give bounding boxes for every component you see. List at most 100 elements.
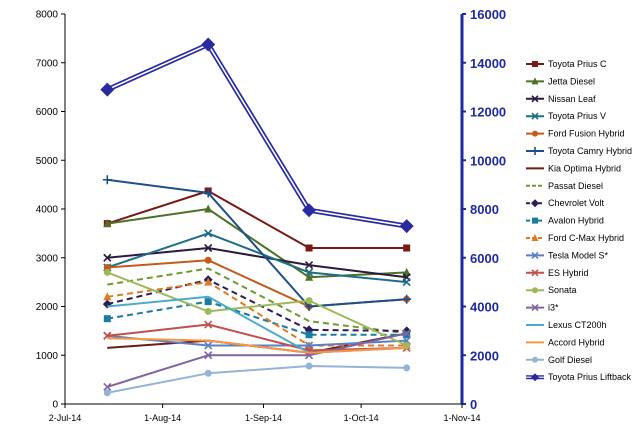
series-jetta-diesel (103, 204, 411, 281)
data-point (102, 299, 112, 309)
data-point (103, 389, 111, 397)
y-right-tick-label: 6000 (470, 251, 499, 266)
series-line (107, 178, 407, 308)
legend-marker (531, 112, 539, 120)
data-point (403, 364, 411, 372)
legend-marker (531, 373, 539, 382)
data-point (403, 331, 411, 339)
y-right-tick-label: 0 (470, 397, 477, 412)
series-passat-diesel (107, 267, 407, 335)
x-tick-label: 2-Jul-14 (49, 413, 82, 423)
y-left-tick-label: 6000 (36, 107, 59, 118)
data-point (402, 267, 411, 276)
data-point (305, 331, 313, 339)
series-line (107, 332, 407, 388)
y-right-tick-label: 14000 (470, 56, 506, 71)
data-point (403, 244, 411, 252)
legend-entry-es-hybrid: ES Hybrid (526, 268, 589, 278)
data-point (305, 272, 314, 281)
axes: 0 1000 2000 3000 4000 5000 6000 7000 8000 0 2000 40… (36, 7, 506, 423)
data-point (103, 382, 112, 392)
legend-label: Jetta Diesel (548, 76, 595, 86)
legend-label: i3* (548, 303, 559, 313)
data-point (399, 219, 414, 234)
series-accord-hybrid (107, 337, 407, 354)
legend-entry-sonata: Sonata (526, 285, 577, 295)
legend-entry-ford-fusion-hybrid: Ford Fusion Hybrid (526, 129, 625, 139)
series-line-outer (106, 41, 408, 229)
legend-label: Passat Diesel (548, 181, 603, 191)
legend-entry-kia-optima-hybrid: Kia Optima Hybrid (526, 163, 621, 173)
series-line (107, 247, 407, 279)
x-tick-label: 1-Nov-14 (443, 413, 480, 423)
data-point (204, 277, 213, 286)
legend-entry-avalon-hybrid: Avalon Hybrid (526, 216, 604, 226)
legend-entry-nissan-leaf: Nissan Leaf (526, 94, 596, 104)
data-point (305, 244, 313, 252)
legend-marker (531, 251, 539, 259)
legend-marker (531, 147, 539, 155)
legend-label: Toyota Prius Liftback (548, 372, 632, 382)
legend-marker (531, 77, 539, 85)
legend-label: Toyota Camry Hybrid (548, 146, 632, 156)
y-left-tick-label: 7000 (36, 58, 59, 69)
series-toyota-prius-liftback (100, 37, 414, 234)
legend-label: Ford Fusion Hybrid (548, 129, 625, 139)
legend-label: Kia Optima Hybrid (548, 163, 621, 173)
legend-marker (531, 199, 539, 208)
y-right-tick-label: 16000 (470, 7, 506, 22)
data-point (302, 203, 317, 218)
legend-entry-golf-diesel: Golf Diesel (526, 355, 592, 365)
data-point (103, 219, 112, 228)
data-point (402, 294, 412, 304)
legend-label: Avalon Hybrid (548, 216, 604, 226)
legend-label: Toyota Prius C (548, 59, 607, 69)
y-left-tick-label: 3000 (36, 253, 59, 264)
legend-entry-tesla-model-s: Tesla Model S* (526, 250, 609, 260)
legend-entry-jetta-diesel: Jetta Diesel (526, 76, 595, 86)
data-point (203, 188, 213, 198)
series-line (107, 208, 407, 279)
series-golf-diesel (103, 362, 411, 397)
series-toyota-camry-hybrid (102, 175, 412, 311)
y-right-tick-label: 12000 (470, 105, 506, 120)
data-point (204, 204, 213, 213)
series-line (107, 281, 407, 347)
legend-entry-toyota-prius-v: Toyota Prius V (526, 111, 606, 121)
data-point (305, 297, 313, 305)
legend-marker (531, 234, 539, 241)
data-point (103, 292, 112, 301)
legend-entry-toyota-camry-hybrid: Toyota Camry Hybrid (526, 146, 632, 156)
series-tesla-model-s (103, 331, 411, 350)
data-point (304, 268, 314, 277)
data-point (402, 278, 411, 287)
legend-label: Sonata (548, 285, 577, 295)
legend-label: Golf Diesel (548, 355, 592, 365)
legend-label: Ford C-Max Hybrid (548, 233, 624, 243)
legend-label: Nissan Leaf (548, 94, 596, 104)
series-line (107, 323, 407, 352)
legend-entry-i3: i3* (526, 303, 559, 313)
data-point (204, 320, 213, 329)
legend-marker (532, 130, 538, 137)
legend-label: Tesla Model S* (548, 250, 609, 260)
legend-entry-passat-diesel: Passat Diesel (526, 181, 603, 191)
data-point (103, 268, 111, 276)
legend-entry-toyota-prius-c: Toyota Prius C (526, 59, 607, 69)
y-left-tick-label: 1000 (36, 351, 59, 362)
legend-marker (532, 287, 538, 294)
series-avalon-hybrid (103, 298, 411, 339)
y-right-tick-label: 2000 (470, 348, 499, 363)
data-point (305, 362, 313, 370)
data-point (201, 37, 216, 52)
legend-entry-ford-c-max-hybrid: Ford C-Max Hybrid (526, 233, 624, 243)
data-point (204, 243, 213, 253)
series-line (107, 259, 407, 308)
legend-entry-lexus-ct200h: Lexus CT200h (526, 320, 607, 330)
data-point (304, 260, 314, 270)
series-line (106, 190, 407, 249)
data-point (103, 264, 111, 271)
legend-entry-chevrolet-volt: Chevrolet Volt (526, 198, 605, 208)
data-point (204, 307, 212, 315)
